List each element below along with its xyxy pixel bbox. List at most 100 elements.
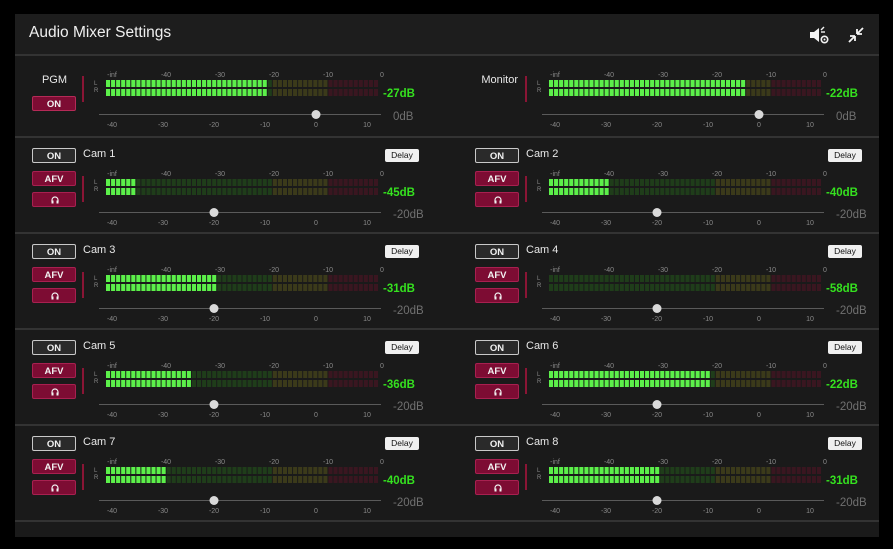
meter-segment xyxy=(569,89,574,96)
meter-segment xyxy=(288,476,293,483)
channel-fader[interactable] xyxy=(99,496,381,506)
afv-button[interactable]: AFV xyxy=(32,459,76,474)
meter-segment xyxy=(328,380,333,387)
meter-segment xyxy=(695,284,700,291)
meter-segment xyxy=(161,371,166,378)
channel-fader[interactable] xyxy=(542,208,824,218)
meter-segment xyxy=(589,476,594,483)
headphone-button[interactable] xyxy=(32,480,76,495)
meter-segment xyxy=(181,380,186,387)
channel-on-button[interactable]: ON xyxy=(475,436,519,451)
delay-button[interactable]: Delay xyxy=(385,245,419,258)
meter-segment xyxy=(554,80,559,87)
headphone-button[interactable] xyxy=(475,192,519,207)
meter-segment xyxy=(554,188,559,195)
delay-button[interactable]: Delay xyxy=(828,437,862,450)
collapse-icon[interactable] xyxy=(845,24,867,46)
meter-segment xyxy=(680,371,685,378)
afv-button[interactable]: AFV xyxy=(32,363,76,378)
fader-thumb[interactable] xyxy=(311,110,321,119)
meter-segment xyxy=(594,467,599,474)
channel-on-button[interactable]: ON xyxy=(475,340,519,355)
channel-on-button[interactable]: ON xyxy=(32,340,76,355)
fader-thumb[interactable] xyxy=(754,110,764,119)
channel-on-button[interactable]: ON xyxy=(475,148,519,163)
meter-segment xyxy=(665,380,670,387)
channel-fader[interactable] xyxy=(542,496,824,506)
meter-segment xyxy=(151,188,156,195)
meter-segment xyxy=(634,179,639,186)
meter-segment xyxy=(766,89,771,96)
headphone-button[interactable] xyxy=(475,288,519,303)
fader-thumb[interactable] xyxy=(209,208,219,217)
fader-thumb[interactable] xyxy=(652,208,662,217)
delay-button[interactable]: Delay xyxy=(828,341,862,354)
channel-fader[interactable] xyxy=(99,208,381,218)
level-readout: -31dB xyxy=(383,283,415,295)
channel-fader[interactable] xyxy=(99,400,381,410)
headphone-button[interactable] xyxy=(32,192,76,207)
meter-segment xyxy=(227,188,232,195)
meter-segment xyxy=(705,188,710,195)
meter-segment xyxy=(252,188,257,195)
meter-segment xyxy=(262,179,267,186)
afv-button[interactable]: AFV xyxy=(475,459,519,474)
headphone-button[interactable] xyxy=(475,384,519,399)
delay-button[interactable]: Delay xyxy=(385,341,419,354)
headphone-button[interactable] xyxy=(32,384,76,399)
channel-on-button[interactable]: ON xyxy=(32,436,76,451)
delay-button[interactable]: Delay xyxy=(385,437,419,450)
delay-button[interactable]: Delay xyxy=(828,245,862,258)
meter-segment xyxy=(700,275,705,282)
afv-button[interactable]: AFV xyxy=(32,171,76,186)
meter-segment xyxy=(227,275,232,282)
fader-thumb[interactable] xyxy=(652,304,662,313)
delay-button[interactable]: Delay xyxy=(828,149,862,162)
afv-button[interactable]: AFV xyxy=(475,267,519,282)
afv-button[interactable]: AFV xyxy=(475,363,519,378)
master-fader[interactable] xyxy=(542,110,824,120)
meter-segment xyxy=(710,371,715,378)
channel-fader[interactable] xyxy=(542,304,824,314)
fader-tick-label: 0 xyxy=(757,122,761,129)
meter-segment xyxy=(303,179,308,186)
channel-fader[interactable] xyxy=(99,304,381,314)
meter-segment xyxy=(559,380,564,387)
meter-segment xyxy=(741,467,746,474)
fader-tick-label: -40 xyxy=(106,122,118,129)
channel-fader[interactable] xyxy=(542,400,824,410)
gain-readout: -20dB xyxy=(393,305,424,317)
afv-button[interactable]: AFV xyxy=(32,267,76,282)
fader-tick-label: 10 xyxy=(806,508,814,515)
meter-segment xyxy=(212,275,217,282)
headphone-button[interactable] xyxy=(32,288,76,303)
channel-on-button[interactable]: ON xyxy=(32,244,76,259)
fader-thumb[interactable] xyxy=(652,496,662,505)
meter-scale: -inf -40 -30 -20 -10 0 xyxy=(106,363,406,373)
speaker-settings-icon[interactable] xyxy=(808,24,830,46)
delay-button[interactable]: Delay xyxy=(385,149,419,162)
meter-tick-label: -10 xyxy=(765,363,777,370)
pgm-on-button[interactable]: ON xyxy=(32,96,76,111)
master-fader[interactable] xyxy=(99,110,381,120)
meter-segment xyxy=(569,380,574,387)
meter-segment xyxy=(257,467,262,474)
meter-segment xyxy=(634,380,639,387)
headphone-button[interactable] xyxy=(475,480,519,495)
meter-segment xyxy=(700,380,705,387)
fader-thumb[interactable] xyxy=(209,400,219,409)
meter-segment xyxy=(318,89,323,96)
fader-thumb[interactable] xyxy=(209,304,219,313)
meter-segment xyxy=(776,380,781,387)
afv-button[interactable]: AFV xyxy=(475,171,519,186)
channel-strip: ON Cam 1 AFV Delay -inf -40 -30 -20 -10 0 L R -45dB -… xyxy=(15,138,447,232)
fader-thumb[interactable] xyxy=(652,400,662,409)
channel-on-button[interactable]: ON xyxy=(32,148,76,163)
fader-thumb[interactable] xyxy=(209,496,219,505)
meter-segment xyxy=(232,476,237,483)
meter-segment xyxy=(267,467,272,474)
meter-segment xyxy=(186,380,191,387)
meter-segment xyxy=(277,371,282,378)
channel-on-button[interactable]: ON xyxy=(475,244,519,259)
meter-tick-label: -10 xyxy=(322,171,334,178)
